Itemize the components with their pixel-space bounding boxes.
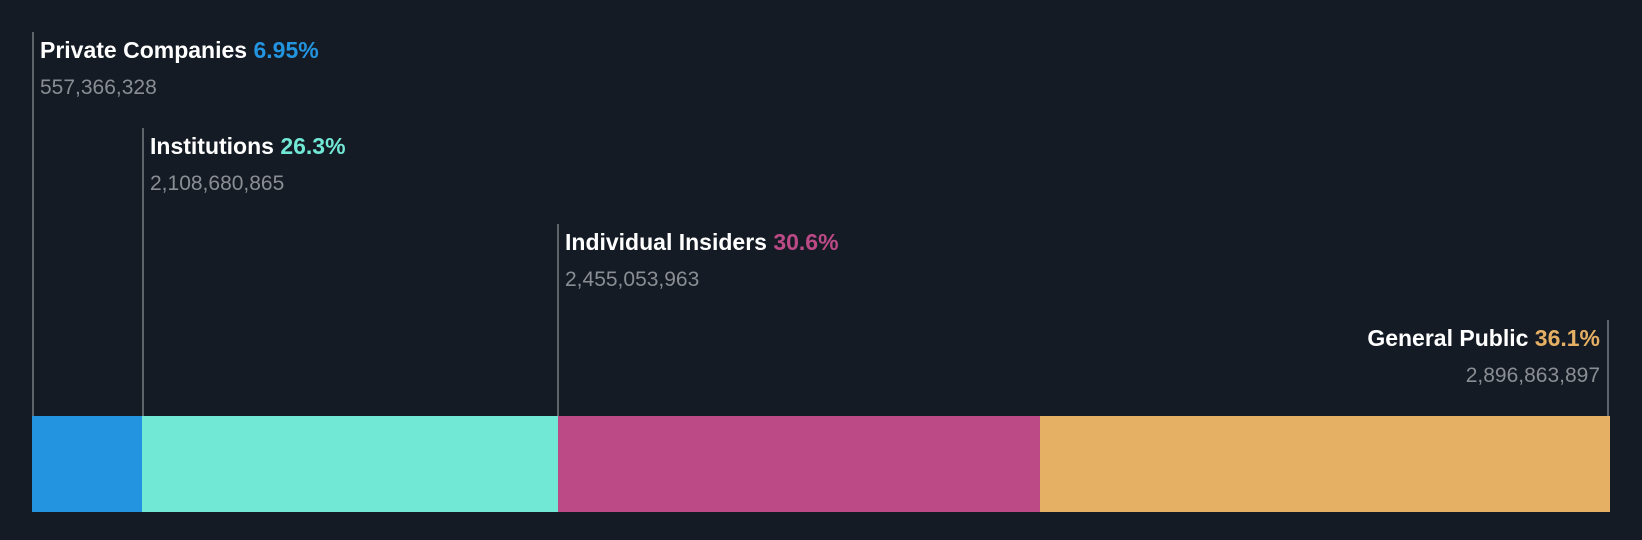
segment-percent: 36.1% bbox=[1534, 325, 1600, 351]
segment-shares: 2,455,053,963 bbox=[565, 268, 700, 291]
segment-name: General Public bbox=[1367, 325, 1529, 351]
segment-percent: 30.6% bbox=[773, 229, 839, 255]
segment-name: Institutions bbox=[150, 133, 274, 159]
guide-line-individual-insiders bbox=[557, 224, 559, 416]
segment-name: Private Companies bbox=[40, 37, 248, 63]
bar-segment-private-companies[interactable] bbox=[32, 416, 142, 512]
segment-shares: 2,896,863,897 bbox=[1465, 364, 1600, 387]
bar-segment-general-public[interactable] bbox=[1040, 416, 1610, 512]
bar-segment-individual-insiders[interactable] bbox=[558, 416, 1040, 512]
guide-line-general-public bbox=[1607, 320, 1609, 416]
label-institutions: Institutions 26.3% 2,108,680,865 bbox=[150, 132, 346, 198]
guide-line-institutions bbox=[142, 128, 144, 416]
segment-name: Individual Insiders bbox=[565, 229, 767, 255]
segment-percent: 26.3% bbox=[280, 133, 346, 159]
segment-percent: 6.95% bbox=[253, 37, 319, 63]
segment-shares: 2,108,680,865 bbox=[150, 172, 285, 195]
bar-segment-institutions[interactable] bbox=[142, 416, 558, 512]
label-private-companies: Private Companies 6.95% 557,366,328 bbox=[40, 36, 319, 102]
label-general-public: General Public 36.1% 2,896,863,897 bbox=[1367, 324, 1600, 390]
segment-shares: 557,366,328 bbox=[40, 76, 157, 99]
label-individual-insiders: Individual Insiders 30.6% 2,455,053,963 bbox=[565, 228, 839, 294]
guide-line-private-companies bbox=[32, 32, 34, 416]
